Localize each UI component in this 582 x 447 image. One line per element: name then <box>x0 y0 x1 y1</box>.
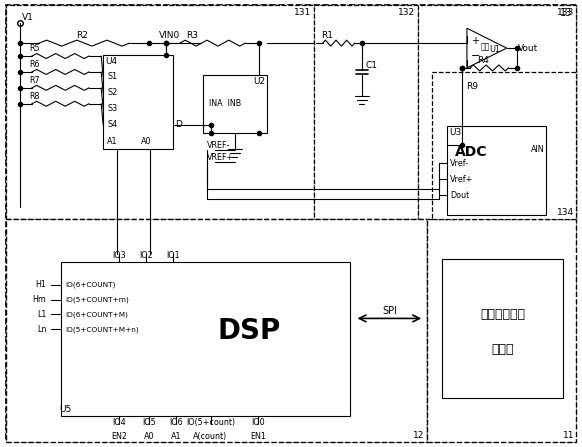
Text: VREF+: VREF+ <box>207 153 233 162</box>
Text: A1: A1 <box>107 138 118 147</box>
Text: L1: L1 <box>37 310 47 319</box>
Text: IO(5+COUNT+M+n): IO(5+COUNT+M+n) <box>65 326 139 333</box>
Text: S4: S4 <box>107 120 118 129</box>
Text: U1: U1 <box>489 45 500 54</box>
Text: U5: U5 <box>59 405 72 414</box>
Text: H1: H1 <box>36 280 47 289</box>
Bar <box>432 72 576 219</box>
Text: IO2: IO2 <box>139 251 153 260</box>
Text: ADC: ADC <box>455 145 488 160</box>
Text: IO0: IO0 <box>251 418 265 427</box>
Text: A(count): A(count) <box>193 432 228 441</box>
Bar <box>62 262 350 416</box>
Bar <box>103 55 173 149</box>
Text: 运放: 运放 <box>480 42 489 51</box>
Text: S2: S2 <box>107 89 118 97</box>
Text: R1: R1 <box>321 31 333 40</box>
Bar <box>6 5 576 219</box>
Text: D: D <box>175 120 182 129</box>
Text: VIN0: VIN0 <box>159 31 180 40</box>
Text: VREF-: VREF- <box>207 141 230 151</box>
Text: R3: R3 <box>186 31 198 40</box>
Text: EN2: EN2 <box>111 432 127 441</box>
Text: V1: V1 <box>22 13 34 22</box>
Text: IO4: IO4 <box>112 418 126 427</box>
Text: R2: R2 <box>76 31 88 40</box>
Bar <box>442 259 563 398</box>
Text: S3: S3 <box>107 104 118 113</box>
Text: IO1: IO1 <box>166 251 180 260</box>
Text: Dout: Dout <box>450 191 469 200</box>
Text: Vref+: Vref+ <box>450 175 473 184</box>
Text: 11: 11 <box>563 430 574 440</box>
Text: 134: 134 <box>557 208 574 217</box>
Text: 13: 13 <box>560 8 572 18</box>
Text: S1: S1 <box>107 72 118 81</box>
Bar <box>314 5 418 219</box>
Text: 131: 131 <box>294 8 311 17</box>
Text: R9: R9 <box>466 82 478 91</box>
Text: 集模块: 集模块 <box>491 343 514 356</box>
Text: AIN: AIN <box>531 145 544 155</box>
Text: DSP: DSP <box>217 317 281 345</box>
Bar <box>6 5 314 219</box>
Text: R8: R8 <box>30 92 40 101</box>
Text: Hm: Hm <box>33 295 47 304</box>
Text: R6: R6 <box>30 60 40 69</box>
Text: A0: A0 <box>144 432 154 441</box>
Text: A0: A0 <box>141 138 151 147</box>
Text: 12: 12 <box>413 430 424 440</box>
Text: −: − <box>471 51 480 61</box>
Text: R4: R4 <box>477 56 489 65</box>
Bar <box>427 219 576 442</box>
Text: IO(5+count): IO(5+count) <box>186 418 235 427</box>
Text: R7: R7 <box>30 76 40 85</box>
Text: IO3: IO3 <box>112 251 126 260</box>
Text: IO(6+COUNT): IO(6+COUNT) <box>65 281 116 288</box>
Text: 温湿度信息采: 温湿度信息采 <box>480 308 525 321</box>
Text: U4: U4 <box>105 57 118 66</box>
Text: IO(5+COUNT+m): IO(5+COUNT+m) <box>65 296 129 303</box>
Text: 133: 133 <box>557 8 574 17</box>
Text: U3: U3 <box>449 127 462 137</box>
Text: SPI: SPI <box>382 307 397 316</box>
Bar <box>418 5 576 219</box>
Bar <box>6 219 427 442</box>
Text: Vref-: Vref- <box>450 159 469 168</box>
Text: EN1: EN1 <box>250 432 266 441</box>
Text: IO5: IO5 <box>142 418 156 427</box>
Text: Ln: Ln <box>37 325 47 334</box>
Text: INA  INB: INA INB <box>208 99 241 108</box>
Bar <box>447 126 546 215</box>
Text: C1: C1 <box>365 61 378 70</box>
Text: R5: R5 <box>30 44 40 53</box>
Text: Vout: Vout <box>517 44 538 53</box>
Text: U2: U2 <box>253 77 265 86</box>
Text: IO(6+COUNT+M): IO(6+COUNT+M) <box>65 311 129 318</box>
Text: 132: 132 <box>398 8 415 17</box>
Text: +: + <box>471 36 479 46</box>
Bar <box>203 75 267 133</box>
Text: A1: A1 <box>171 432 181 441</box>
Text: IO6: IO6 <box>169 418 183 427</box>
